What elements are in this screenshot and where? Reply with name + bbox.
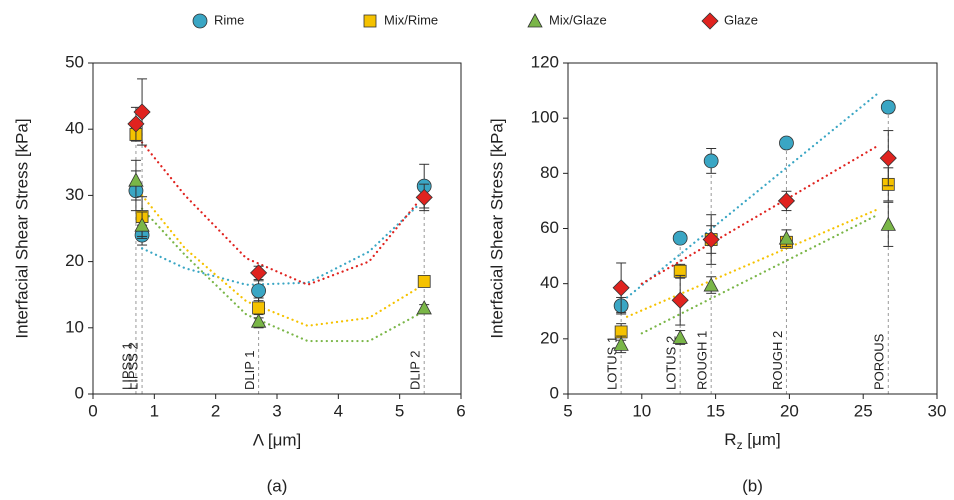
annotation-label: DLIP 2: [408, 350, 423, 390]
x-tick-label: 3: [272, 401, 281, 420]
annotation-label: LIPSS 1: [119, 342, 134, 390]
marker: [250, 264, 268, 282]
marker: [250, 313, 267, 328]
x-axis-label-main: R: [724, 430, 736, 449]
y-tick-label: 10: [65, 317, 84, 336]
annotation-label: ROUGH 2: [770, 331, 785, 390]
marker: [777, 192, 796, 210]
x-axis-label-unit: [μm]: [743, 430, 781, 449]
marker: [416, 300, 432, 315]
x-tick-label: 20: [780, 401, 799, 420]
legend-label: Rime: [214, 12, 244, 27]
y-axis-label: Interfacial Shear Stress [kPa]: [12, 118, 31, 338]
marker: [701, 12, 719, 30]
x-tick-label: 0: [88, 401, 97, 420]
trend-line: [625, 208, 880, 318]
legend-label: Mix/Rime: [384, 12, 438, 27]
marker: [128, 172, 144, 187]
y-tick-label: 40: [540, 273, 559, 292]
trend-line: [625, 92, 880, 299]
plot-frame: [567, 62, 938, 395]
trend-line: [140, 141, 420, 286]
x-tick-label: 5: [563, 401, 572, 420]
annotation-label: LIPSS 2: [126, 342, 141, 390]
x-tick-label: 10: [632, 401, 651, 420]
marker: [252, 301, 266, 315]
marker: [880, 99, 896, 115]
x-tick-label: 15: [706, 401, 725, 420]
trend-line: [640, 213, 880, 335]
y-tick-label: 50: [65, 52, 84, 71]
x-tick-label: 6: [456, 401, 465, 420]
caption: (a): [267, 476, 288, 495]
annotation-label: DLIP 1: [242, 350, 257, 390]
x-axis-label-subscript: z: [737, 438, 743, 452]
marker: [672, 329, 688, 344]
x-tick-label: 30: [928, 401, 947, 420]
y-tick-label: 20: [65, 251, 84, 270]
y-tick-label: 60: [540, 218, 559, 237]
y-tick-label: 0: [75, 383, 84, 402]
y-tick-label: 120: [531, 52, 559, 71]
y-tick-label: 30: [65, 185, 84, 204]
trend-line: [140, 207, 420, 343]
marker: [134, 217, 150, 232]
marker: [417, 275, 431, 288]
y-tick-label: 100: [531, 108, 559, 127]
annotation-label: POROUS: [872, 333, 887, 390]
annotation-label: ROUGH 1: [695, 331, 710, 390]
y-tick-label: 80: [540, 163, 559, 182]
marker: [363, 14, 377, 28]
marker: [527, 13, 543, 28]
x-axis-label: Λ [μm]: [253, 430, 302, 449]
marker: [612, 279, 630, 297]
marker: [415, 188, 433, 206]
marker: [671, 291, 689, 309]
annotation-label: LOTUS 2: [664, 336, 679, 390]
marker: [672, 230, 688, 246]
marker: [703, 153, 719, 169]
legend-label: Glaze: [724, 12, 758, 27]
marker: [127, 115, 145, 133]
marker: [251, 283, 267, 299]
trend-line: [640, 144, 880, 285]
caption: (b): [742, 476, 763, 495]
y-axis-label: Interfacial Shear Stress [kPa]: [487, 118, 506, 338]
x-tick-label: 25: [854, 401, 873, 420]
marker: [879, 149, 897, 167]
y-tick-label: 0: [550, 383, 559, 402]
legend-label: Mix/Glaze: [549, 12, 607, 27]
x-tick-label: 2: [211, 401, 220, 420]
marker: [779, 135, 794, 151]
marker: [133, 103, 151, 121]
x-axis-label: Rz [μm]: [724, 430, 780, 452]
x-tick-label: 1: [150, 401, 159, 420]
x-tick-label: 4: [334, 401, 343, 420]
marker: [613, 336, 629, 351]
y-tick-label: 40: [65, 119, 84, 138]
marker: [703, 277, 719, 292]
trend-line: [140, 194, 420, 327]
plot-frame: [92, 62, 462, 395]
marker: [702, 230, 720, 249]
marker: [880, 216, 896, 231]
marker: [778, 230, 795, 245]
y-tick-label: 20: [540, 328, 559, 347]
x-tick-label: 5: [395, 401, 404, 420]
marker: [192, 13, 208, 29]
